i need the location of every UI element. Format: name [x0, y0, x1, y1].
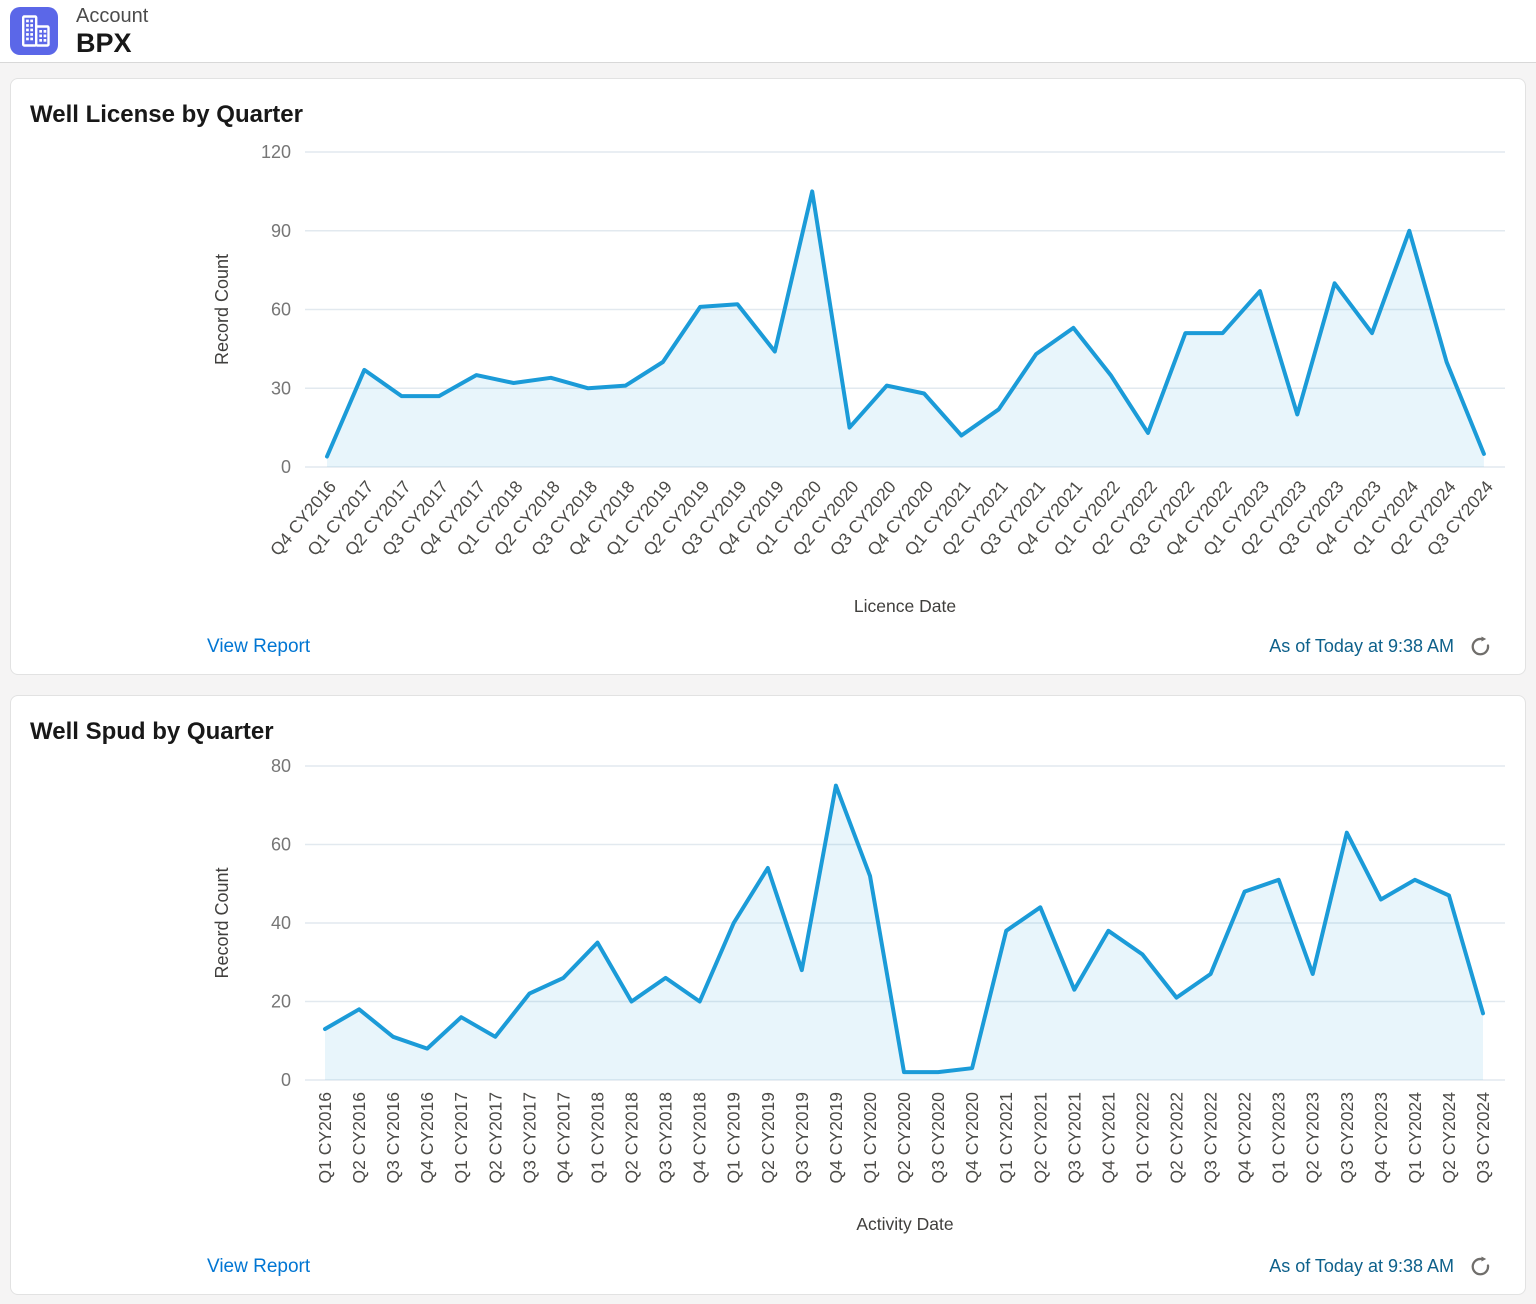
svg-text:Q3 CY2017: Q3 CY2017	[519, 1092, 539, 1183]
svg-text:Q2 CY2017: Q2 CY2017	[485, 1092, 505, 1183]
svg-text:Q2 CY2020: Q2 CY2020	[894, 1092, 914, 1184]
header-titles: Account BPX	[76, 4, 148, 58]
svg-text:40: 40	[271, 913, 291, 933]
svg-text:60: 60	[271, 300, 291, 320]
svg-text:Q4 CY2019: Q4 CY2019	[826, 1092, 846, 1183]
svg-text:Q2 CY2016: Q2 CY2016	[349, 1092, 369, 1183]
dashboard-main: Well License by Quarter 0 30 60 90 120 Q4 CY2…	[0, 63, 1536, 1295]
series-area	[327, 191, 1484, 467]
svg-text:20: 20	[271, 992, 291, 1012]
card-footer: View Report As of Today at 9:38 AM	[23, 1255, 1513, 1278]
svg-text:30: 30	[271, 378, 291, 398]
as-of-timestamp: As of Today at 9:38 AM	[1269, 1256, 1454, 1276]
svg-text:Q4 CY2022: Q4 CY2022	[1235, 1092, 1255, 1183]
svg-text:Q3 CY2023: Q3 CY2023	[1337, 1092, 1357, 1183]
svg-text:Q4 CY2021: Q4 CY2021	[1098, 1092, 1118, 1183]
svg-text:Q1 CY2017: Q1 CY2017	[451, 1092, 471, 1183]
refresh-icon[interactable]	[1469, 1255, 1492, 1278]
view-report-link[interactable]: View Report	[207, 635, 311, 657]
y-gridlines	[305, 765, 1505, 1081]
card-title-well-spud: Well Spud by Quarter	[30, 718, 274, 745]
svg-text:Q1 CY2020: Q1 CY2020	[860, 1092, 880, 1184]
series-line	[323, 783, 1485, 1075]
svg-text:Q1 CY2022: Q1 CY2022	[1132, 1092, 1152, 1183]
svg-text:Q4 CY2023: Q4 CY2023	[1371, 1092, 1391, 1183]
as-of-container: As of Today at 9:38 AM	[1269, 1255, 1492, 1278]
x-axis-title: Activity Date	[856, 1214, 953, 1234]
svg-text:Q3 CY2022: Q3 CY2022	[1201, 1092, 1221, 1183]
svg-text:Q1 CY2024: Q1 CY2024	[1405, 1092, 1425, 1184]
svg-text:Q4 CY2020: Q4 CY2020	[962, 1092, 982, 1184]
refresh-icon[interactable]	[1469, 635, 1492, 658]
svg-text:Q1 CY2016: Q1 CY2016	[315, 1092, 335, 1183]
svg-text:0: 0	[281, 457, 291, 477]
svg-text:Q3 CY2021: Q3 CY2021	[1064, 1092, 1084, 1183]
svg-text:Q3 CY2016: Q3 CY2016	[383, 1092, 403, 1183]
well-spud-chart: 0 20 40 60 80 Q1 CY2016 Q2 CY2016 Q3 CY2016 Q4 C…	[212, 756, 1505, 1234]
entity-type-label: Account	[76, 5, 149, 27]
svg-text:Q2 CY2022: Q2 CY2022	[1167, 1092, 1187, 1183]
svg-text:120: 120	[261, 142, 291, 162]
svg-text:Q1 CY2021: Q1 CY2021	[996, 1092, 1016, 1183]
svg-text:Q2 CY2018: Q2 CY2018	[622, 1092, 642, 1183]
series-line	[325, 189, 1486, 459]
view-report-link[interactable]: View Report	[207, 1255, 311, 1277]
y-axis-title: Record Count	[212, 867, 232, 978]
card-title-well-license: Well License by Quarter	[30, 101, 303, 128]
svg-text:Q4 CY2016: Q4 CY2016	[417, 1092, 437, 1183]
svg-text:0: 0	[281, 1070, 291, 1090]
svg-text:Q2 CY2024: Q2 CY2024	[1439, 1092, 1459, 1184]
card-footer: View Report As of Today at 9:38 AM	[23, 635, 1513, 658]
series-area	[325, 785, 1483, 1080]
svg-text:Q4 CY2017: Q4 CY2017	[553, 1092, 573, 1183]
x-tick-labels: Q1 CY2016 Q2 CY2016 Q3 CY2016 Q4 CY2016 Q1 C…	[315, 1092, 1493, 1184]
svg-text:80: 80	[271, 756, 291, 776]
svg-text:90: 90	[271, 221, 291, 241]
svg-text:Q2 CY2019: Q2 CY2019	[758, 1092, 778, 1183]
svg-text:Q3 CY2018: Q3 CY2018	[656, 1092, 676, 1183]
svg-text:Q1 CY2023: Q1 CY2023	[1269, 1092, 1289, 1183]
y-axis-title: Record Count	[212, 254, 232, 365]
svg-text:Q2 CY2021: Q2 CY2021	[1030, 1092, 1050, 1183]
svg-text:Q2 CY2023: Q2 CY2023	[1303, 1092, 1323, 1183]
well-spud-card: Well Spud by Quarter 0 20 40 60 80 Q1 CY2016 Q…	[10, 695, 1526, 1295]
page-header: Account BPX	[0, 0, 1536, 63]
svg-text:Q3 CY2024: Q3 CY2024	[1473, 1092, 1493, 1184]
as-of-container: As of Today at 9:38 AM	[1269, 635, 1492, 658]
as-of-timestamp: As of Today at 9:38 AM	[1269, 636, 1454, 656]
svg-text:Q3 CY2020: Q3 CY2020	[928, 1092, 948, 1184]
svg-text:Q3 CY2019: Q3 CY2019	[792, 1092, 812, 1183]
well-license-card: Well License by Quarter 0 30 60 90 120 Q4 CY2…	[10, 78, 1526, 675]
account-building-icon	[10, 7, 58, 55]
x-axis-title: Licence Date	[854, 596, 956, 616]
y-tick-labels: 0 30 60 90 120	[261, 142, 291, 477]
svg-text:Q1 CY2019: Q1 CY2019	[724, 1092, 744, 1183]
svg-text:Q1 CY2018: Q1 CY2018	[588, 1092, 608, 1183]
y-tick-labels: 0 20 40 60 80	[271, 756, 291, 1090]
svg-text:Q4 CY2018: Q4 CY2018	[690, 1092, 710, 1183]
account-name: BPX	[76, 28, 132, 58]
svg-text:60: 60	[271, 835, 291, 855]
